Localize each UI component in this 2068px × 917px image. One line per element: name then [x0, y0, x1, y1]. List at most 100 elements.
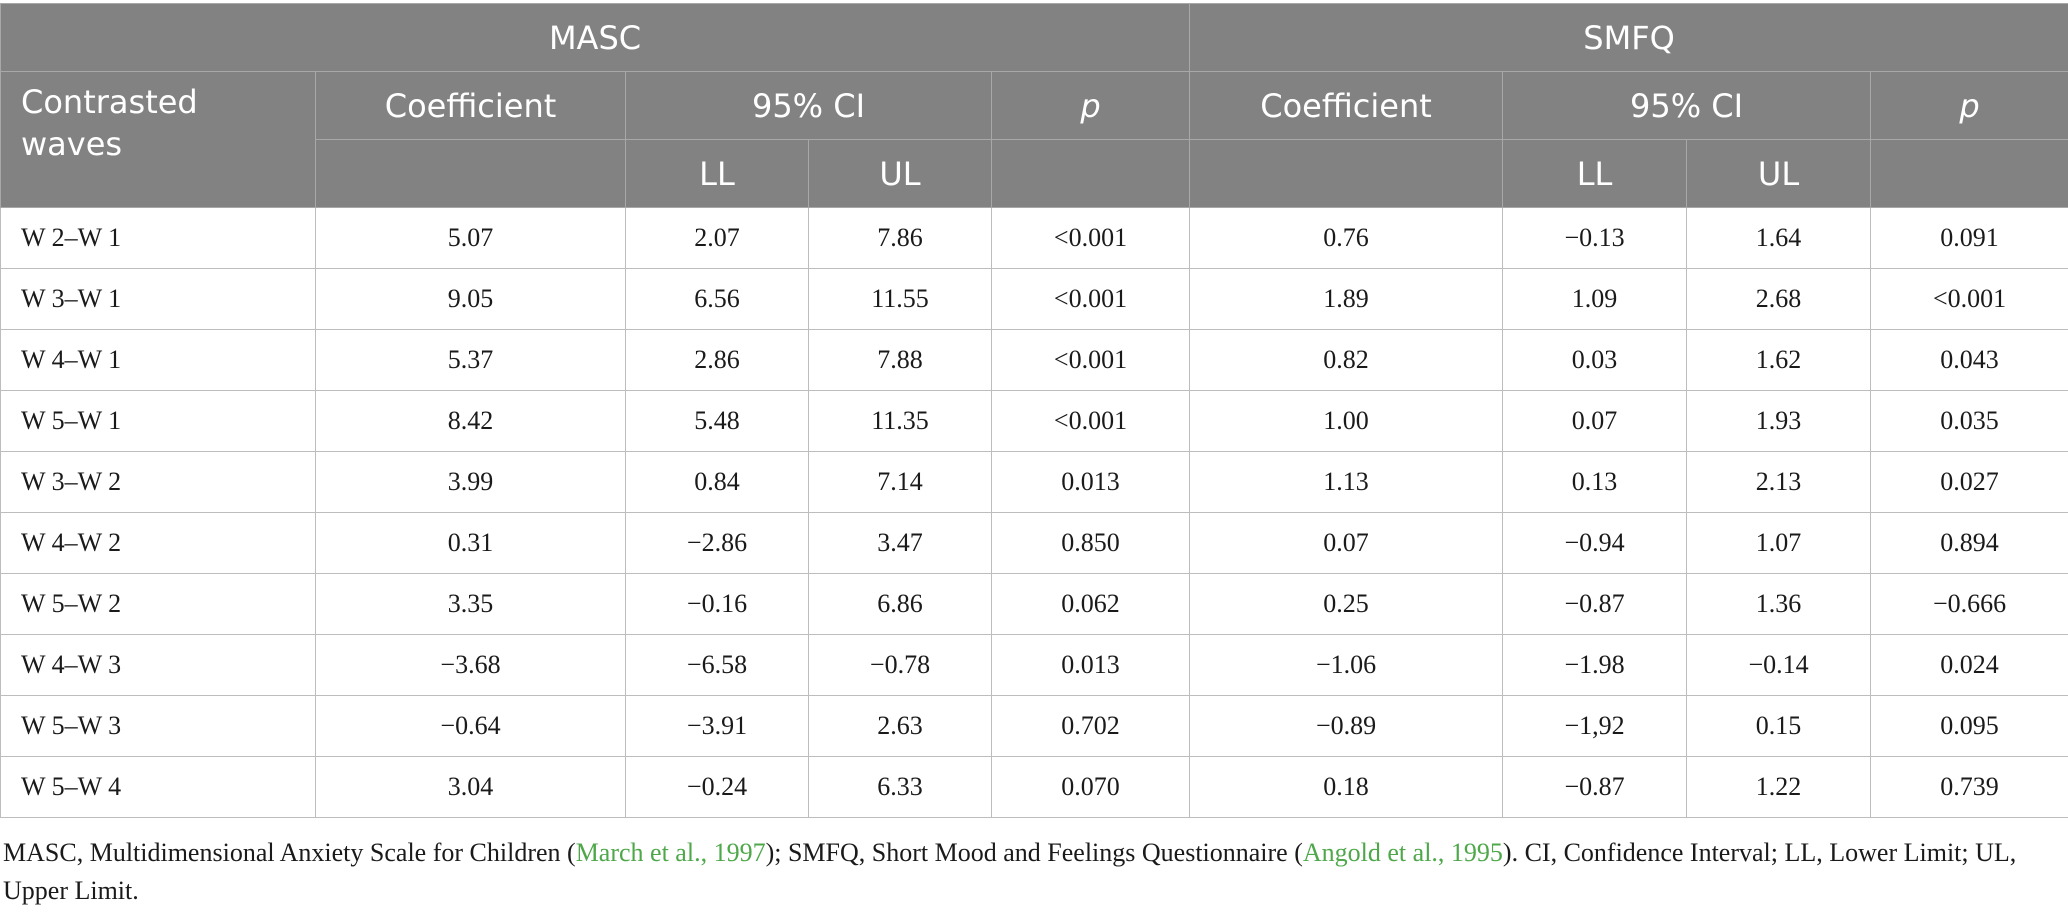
table-row: W 3–W 2 3.99 0.84 7.14 0.013 1.13 0.13 2.13 0.02… — [0, 451, 2068, 513]
masc-ll-cell: 5.48 — [625, 390, 809, 452]
smfq-ll-cell: −1,92 — [1502, 695, 1688, 757]
table-row: W 2–W 1 5.07 2.07 7.86 <0.001 0.76 −0.13 1.64 0.… — [0, 207, 2068, 269]
masc-p-cell: <0.001 — [990, 207, 1191, 269]
masc-ul-cell: 2.63 — [808, 695, 992, 757]
masc-coefficient-cell: 3.04 — [315, 756, 626, 818]
contrasted-waves-header: Contrasted waves — [0, 71, 316, 208]
smfq-ul-cell: 1.93 — [1686, 390, 1872, 452]
masc-ul-cell: 11.55 — [808, 268, 992, 330]
footnote-citation-link[interactable]: March et al., 1997 — [575, 838, 766, 867]
footnote-text: ); SMFQ, Short Mood and Feelings Questio… — [765, 838, 1303, 867]
smfq-ll-cell: −1.98 — [1502, 634, 1688, 696]
masc-coefficient-cell: 0.31 — [315, 512, 626, 574]
table-row: W 4–W 2 0.31 −2.86 3.47 0.850 0.07 −0.94 1.07 0.… — [0, 512, 2068, 574]
smfq-p-cell: <0.001 — [1870, 268, 2068, 330]
group-header-row: MASC SMFQ — [0, 3, 2068, 72]
masc-ll-cell: −0.16 — [625, 573, 809, 635]
masc-p-cell: 0.062 — [990, 573, 1191, 635]
smfq-p-cell: 0.894 — [1870, 512, 2068, 574]
smfq-coefficient-header: Coefficient — [1189, 71, 1504, 140]
table-header: MASC SMFQ Contrasted waves Coefficient 9… — [0, 3, 2068, 208]
masc-coefficient-header: Coefficient — [315, 71, 626, 140]
masc-p-cell: 0.013 — [990, 451, 1191, 513]
masc-ll-cell: 2.86 — [625, 329, 809, 391]
table-row: W 5–W 1 8.42 5.48 11.35 <0.001 1.00 0.07 1.93 0.… — [0, 390, 2068, 452]
smfq-coefficient-subheader-empty — [1189, 139, 1504, 208]
results-table: MASC SMFQ Contrasted waves Coefficient 9… — [0, 3, 2068, 818]
smfq-p-cell: 0.091 — [1870, 207, 2068, 269]
smfq-p-cell: 0.024 — [1870, 634, 2068, 696]
smfq-coefficient-cell: 0.82 — [1189, 329, 1504, 391]
table-footnote: MASC, Multidimensional Anxiety Scale for… — [3, 834, 2063, 910]
smfq-ul-cell: 1.62 — [1686, 329, 1872, 391]
masc-p-header: p — [990, 71, 1191, 140]
smfq-coefficient-cell: 0.18 — [1189, 756, 1504, 818]
table-row: W 5–W 3 −0.64 −3.91 2.63 0.702 −0.89 −1,92 0.15… — [0, 695, 2068, 757]
smfq-coefficient-cell: 0.07 — [1189, 512, 1504, 574]
smfq-p-cell: −0.666 — [1870, 573, 2068, 635]
footnote-citation-link[interactable]: Angold et al., 1995 — [1302, 838, 1503, 867]
smfq-ll-cell: 0.03 — [1502, 329, 1688, 391]
masc-ul-cell: 3.47 — [808, 512, 992, 574]
smfq-coefficient-cell: 0.76 — [1189, 207, 1504, 269]
masc-ll-cell: −0.24 — [625, 756, 809, 818]
smfq-p-header: p — [1870, 71, 2068, 140]
masc-p-cell: 0.850 — [990, 512, 1191, 574]
smfq-p-cell: 0.739 — [1870, 756, 2068, 818]
masc-ul-header: UL — [808, 139, 992, 208]
footnote-text: MASC, Multidimensional Anxiety Scale for… — [3, 838, 576, 867]
table-row: W 5–W 4 3.04 −0.24 6.33 0.070 0.18 −0.87 1.22 0.… — [0, 756, 2068, 818]
masc-ul-cell: 7.86 — [808, 207, 992, 269]
masc-ul-cell: 11.35 — [808, 390, 992, 452]
smfq-ll-cell: −0.87 — [1502, 573, 1688, 635]
smfq-ul-cell: 1.07 — [1686, 512, 1872, 574]
masc-ll-cell: 2.07 — [625, 207, 809, 269]
smfq-ll-cell: −0.13 — [1502, 207, 1688, 269]
masc-p-cell: 0.070 — [990, 756, 1191, 818]
contrasted-waves-cell: W 3–W 1 — [0, 268, 316, 330]
smfq-ll-cell: 0.13 — [1502, 451, 1688, 513]
masc-ci-header: 95% CI — [625, 71, 992, 140]
smfq-coefficient-cell: 1.89 — [1189, 268, 1504, 330]
subcolumn-header-row: LL UL LL UL — [1, 139, 2068, 208]
smfq-coefficient-cell: 0.25 — [1189, 573, 1504, 635]
table-row: W 3–W 1 9.05 6.56 11.55 <0.001 1.89 1.09 2.68 <0… — [0, 268, 2068, 330]
smfq-p-cell: 0.035 — [1870, 390, 2068, 452]
smfq-group-header: SMFQ — [1189, 3, 2068, 72]
smfq-ll-cell: −0.94 — [1502, 512, 1688, 574]
smfq-coefficient-cell: 1.00 — [1189, 390, 1504, 452]
smfq-ci-header: 95% CI — [1502, 71, 1872, 140]
smfq-p-cell: 0.095 — [1870, 695, 2068, 757]
masc-ll-cell: −3.91 — [625, 695, 809, 757]
smfq-coefficient-cell: 1.13 — [1189, 451, 1504, 513]
smfq-p-cell: 0.027 — [1870, 451, 2068, 513]
masc-ul-cell: 6.33 — [808, 756, 992, 818]
smfq-coefficient-cell: −1.06 — [1189, 634, 1504, 696]
smfq-ul-cell: 0.15 — [1686, 695, 1872, 757]
smfq-ul-header: UL — [1686, 139, 1872, 208]
masc-ll-cell: 6.56 — [625, 268, 809, 330]
masc-coefficient-cell: −0.64 — [315, 695, 626, 757]
table-row: W 5–W 2 3.35 −0.16 6.86 0.062 0.25 −0.87 1.36 −0… — [0, 573, 2068, 635]
masc-coefficient-cell: 3.99 — [315, 451, 626, 513]
masc-coefficient-cell: 5.37 — [315, 329, 626, 391]
contrasted-waves-cell: W 4–W 3 — [0, 634, 316, 696]
footnote-text: ). CI, Confidence Interval; LL, Lower Li… — [3, 838, 2017, 905]
smfq-ul-cell: 2.68 — [1686, 268, 1872, 330]
masc-group-header: MASC — [0, 3, 1191, 72]
contrasted-waves-cell: W 3–W 2 — [0, 451, 316, 513]
smfq-ul-cell: 1.64 — [1686, 207, 1872, 269]
masc-coefficient-cell: 9.05 — [315, 268, 626, 330]
masc-coefficient-cell: −3.68 — [315, 634, 626, 696]
masc-coefficient-subheader-empty — [315, 139, 626, 208]
smfq-ul-cell: 1.22 — [1686, 756, 1872, 818]
masc-ul-cell: 7.88 — [808, 329, 992, 391]
masc-ll-cell: −2.86 — [625, 512, 809, 574]
masc-p-cell: 0.702 — [990, 695, 1191, 757]
table-row: W 4–W 3 −3.68 −6.58 −0.78 0.013 −1.06 −1.98 −0.… — [0, 634, 2068, 696]
smfq-ll-cell: 0.07 — [1502, 390, 1688, 452]
masc-p-cell: <0.001 — [990, 390, 1191, 452]
masc-ul-cell: −0.78 — [808, 634, 992, 696]
smfq-coefficient-cell: −0.89 — [1189, 695, 1504, 757]
masc-coefficient-cell: 3.35 — [315, 573, 626, 635]
